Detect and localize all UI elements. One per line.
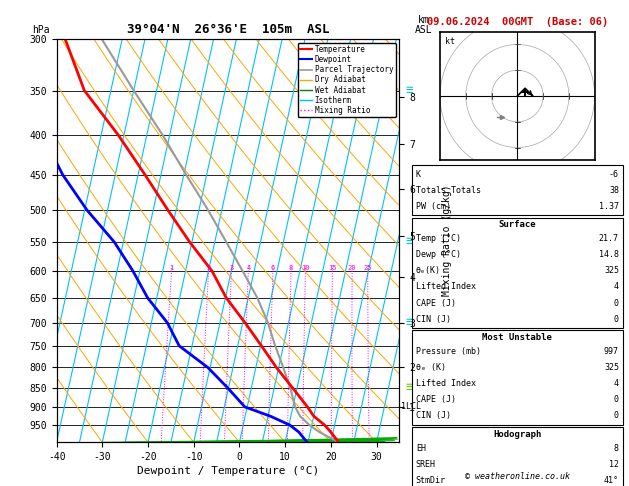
Text: CIN (J): CIN (J) (416, 314, 451, 324)
Text: kt: kt (445, 37, 455, 47)
Text: 2: 2 (206, 265, 211, 271)
Text: 8: 8 (614, 444, 619, 453)
Text: 325: 325 (604, 363, 619, 372)
Text: 21.7: 21.7 (599, 234, 619, 243)
Text: 41°: 41° (604, 476, 619, 485)
Text: Pressure (mb): Pressure (mb) (416, 347, 481, 356)
Text: SREH: SREH (416, 460, 436, 469)
Text: 0: 0 (614, 395, 619, 404)
Text: Temp (°C): Temp (°C) (416, 234, 461, 243)
Text: Lifted Index: Lifted Index (416, 282, 476, 292)
Text: Dewp (°C): Dewp (°C) (416, 250, 461, 260)
Text: 1: 1 (169, 265, 174, 271)
Text: 14.8: 14.8 (599, 250, 619, 260)
Text: 4: 4 (246, 265, 250, 271)
Text: StmDir: StmDir (416, 476, 446, 485)
Text: -6: -6 (609, 170, 619, 179)
Text: EH: EH (416, 444, 426, 453)
Legend: Temperature, Dewpoint, Parcel Trajectory, Dry Adiabat, Wet Adiabat, Isotherm, Mi: Temperature, Dewpoint, Parcel Trajectory… (298, 43, 396, 117)
Text: 10: 10 (301, 265, 309, 271)
Text: 38: 38 (609, 186, 619, 195)
Text: 25: 25 (364, 265, 372, 271)
Text: 4: 4 (614, 282, 619, 292)
Text: 8: 8 (289, 265, 293, 271)
Text: hPa: hPa (33, 25, 50, 35)
Text: θₑ(K): θₑ(K) (416, 266, 441, 276)
Text: Lifted Index: Lifted Index (416, 379, 476, 388)
Text: Totals Totals: Totals Totals (416, 186, 481, 195)
Text: ≡: ≡ (406, 382, 413, 394)
Text: ≡: ≡ (406, 316, 413, 329)
Text: 09.06.2024  00GMT  (Base: 06): 09.06.2024 00GMT (Base: 06) (426, 17, 608, 27)
Text: 325: 325 (604, 266, 619, 276)
Text: 1.37: 1.37 (599, 202, 619, 211)
Text: 1LCL: 1LCL (401, 402, 421, 412)
Text: Surface: Surface (499, 220, 536, 229)
Text: PW (cm): PW (cm) (416, 202, 451, 211)
Text: © weatheronline.co.uk: © weatheronline.co.uk (465, 472, 570, 481)
Text: 15: 15 (328, 265, 337, 271)
Text: CIN (J): CIN (J) (416, 411, 451, 420)
Text: K: K (416, 170, 421, 179)
Text: 3: 3 (230, 265, 233, 271)
Text: 20: 20 (348, 265, 357, 271)
Text: CAPE (J): CAPE (J) (416, 298, 456, 308)
Text: 997: 997 (604, 347, 619, 356)
Text: km
ASL: km ASL (415, 15, 432, 35)
Text: 0: 0 (614, 314, 619, 324)
Text: 12: 12 (609, 460, 619, 469)
Text: 0: 0 (614, 298, 619, 308)
Text: Mixing Ratio (g/kg): Mixing Ratio (g/kg) (442, 185, 452, 296)
Text: Most Unstable: Most Unstable (482, 333, 552, 342)
Text: 0: 0 (614, 411, 619, 420)
Text: θₑ (K): θₑ (K) (416, 363, 446, 372)
Text: Hodograph: Hodograph (493, 430, 542, 439)
Text: ≡: ≡ (406, 84, 413, 97)
Title: 39°04'N  26°36'E  105m  ASL: 39°04'N 26°36'E 105m ASL (127, 23, 329, 36)
X-axis label: Dewpoint / Temperature (°C): Dewpoint / Temperature (°C) (137, 466, 319, 476)
Text: 4: 4 (614, 379, 619, 388)
Text: ≡: ≡ (406, 235, 413, 248)
Text: 6: 6 (271, 265, 275, 271)
Text: CAPE (J): CAPE (J) (416, 395, 456, 404)
